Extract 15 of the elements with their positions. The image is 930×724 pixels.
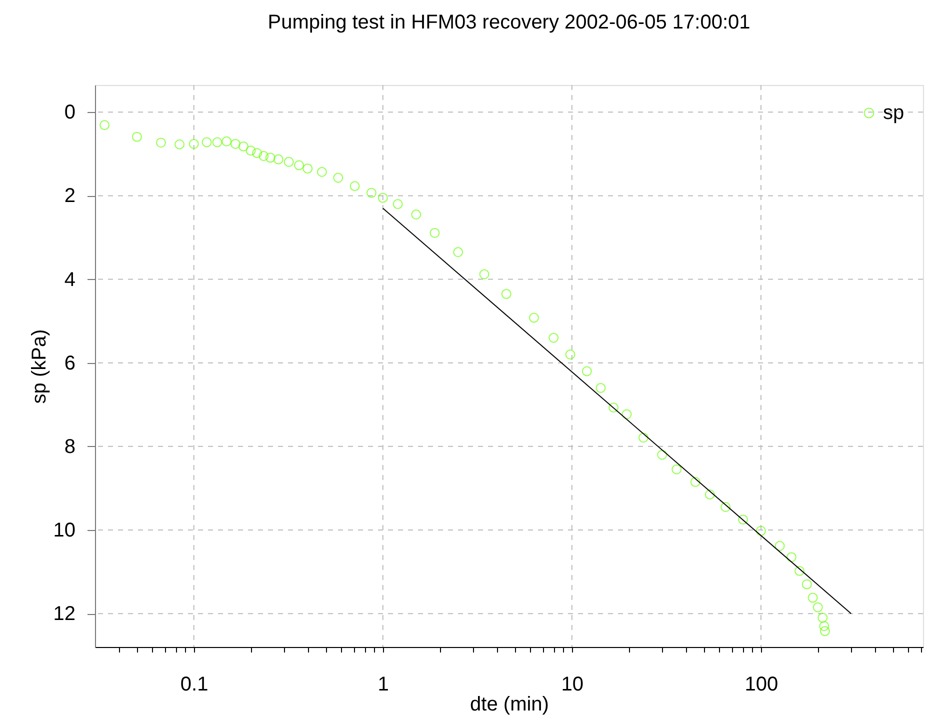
- chart-title: Pumping test in HFM03 recovery 2002-06-05 17:00:01: [268, 12, 750, 34]
- y-tick-label: 2: [64, 185, 76, 208]
- x-tick-label: 10: [561, 674, 584, 696]
- x-tick-label: 100: [744, 674, 778, 696]
- y-tick-label: 12: [53, 603, 76, 626]
- y-tick-label: 4: [64, 268, 76, 291]
- legend-label: sp: [883, 102, 904, 124]
- y-axis-title: sp (kPa): [28, 329, 50, 404]
- y-tick-label: 0: [64, 102, 76, 124]
- x-tick-label: 0.1: [180, 674, 208, 696]
- x-axis-title: dte (min): [470, 694, 549, 716]
- y-tick-label: 10: [53, 520, 76, 542]
- y-tick-label: 8: [64, 436, 76, 458]
- y-tick-label: 6: [64, 352, 76, 374]
- x-tick-label: 1: [378, 674, 389, 696]
